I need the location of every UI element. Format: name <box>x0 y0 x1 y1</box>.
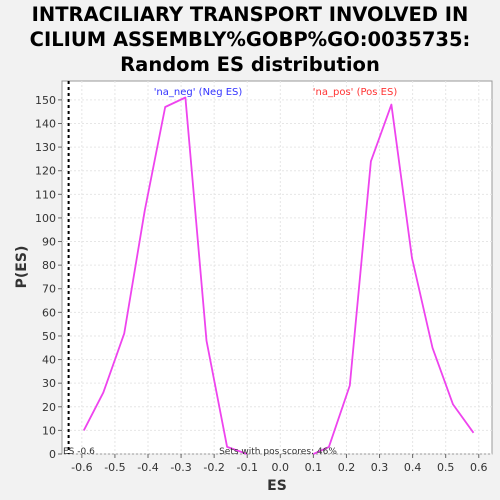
x-tick-label: -0.2 <box>203 461 224 474</box>
series-line-neg <box>83 96 248 455</box>
x-axis: -0.6 -0.5 -0.4 -0.3 -0.2 -0.1 0.0 0.1 0.2 0.3 0.4 0… <box>71 454 488 474</box>
x-tick-label: -0.4 <box>137 461 158 474</box>
x-tick-label: 0.4 <box>404 461 422 474</box>
x-tick-label: 0.6 <box>470 461 488 474</box>
y-axis-title: P(ES) <box>14 246 30 289</box>
y-tick-label: 80 <box>42 259 56 272</box>
pos-scores-annotation: Sets with pos scores: 46% <box>219 447 337 457</box>
y-tick-label: 100 <box>35 212 56 225</box>
chart-title: INTRACILIARY TRANSPORT INVOLVED IN CILIU… <box>0 2 500 77</box>
y-tick-label: 150 <box>35 94 56 107</box>
chart-title-line-2: CILIUM ASSEMBLY%GOBP%GO:0035735: <box>29 28 471 51</box>
y-tick-label: 130 <box>35 141 56 154</box>
chart-title-line-3: Random ES distribution <box>120 53 380 76</box>
series-line-pos <box>313 103 475 455</box>
marker-label: ES -0.6 <box>63 447 95 457</box>
y-tick-label: 10 <box>42 424 56 437</box>
x-tick-label: 0.1 <box>305 461 323 474</box>
x-tick-label: -0.5 <box>104 461 125 474</box>
y-tick-label: 110 <box>35 188 56 201</box>
x-tick-label: -0.6 <box>71 461 92 474</box>
x-tick-label: 0.0 <box>272 461 290 474</box>
x-axis-title: ES <box>267 478 287 494</box>
y-tick-label: 140 <box>35 117 56 130</box>
y-tick-label: 60 <box>42 306 56 319</box>
y-axis: 0 10 20 30 40 50 60 70 80 90 100 110 120 130 140 150 <box>35 94 62 461</box>
x-tick-label: 0.3 <box>371 461 389 474</box>
y-tick-label: 70 <box>42 283 56 296</box>
y-tick-label: 0 <box>49 448 56 461</box>
y-tick-label: 30 <box>42 377 56 390</box>
chart-title-line-1: INTRACILIARY TRANSPORT INVOLVED IN <box>31 3 469 26</box>
y-tick-label: 120 <box>35 165 56 178</box>
x-tick-label: -0.3 <box>170 461 191 474</box>
legend-neg: 'na_neg' (Neg ES) <box>154 87 243 98</box>
x-tick-label: 0.5 <box>437 461 455 474</box>
y-tick-label: 90 <box>42 236 56 249</box>
plot-area <box>61 80 493 455</box>
y-tick-label: 50 <box>42 330 56 343</box>
x-tick-label: 0.2 <box>338 461 356 474</box>
x-tick-label: -0.1 <box>236 461 257 474</box>
y-tick-label: 20 <box>42 401 56 414</box>
legend-pos: 'na_pos' (Pos ES) <box>313 87 398 98</box>
series-lines <box>83 96 475 455</box>
y-tick-label: 40 <box>42 354 56 367</box>
